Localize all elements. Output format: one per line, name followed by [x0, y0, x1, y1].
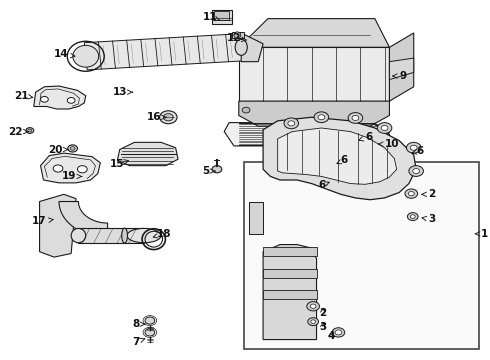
Circle shape: [26, 128, 34, 134]
Polygon shape: [263, 247, 317, 256]
Text: 14: 14: [54, 49, 75, 59]
Circle shape: [405, 189, 417, 198]
Text: 1: 1: [475, 229, 488, 239]
Circle shape: [145, 317, 155, 324]
Text: 5: 5: [202, 166, 215, 176]
Polygon shape: [278, 128, 397, 184]
Polygon shape: [41, 153, 100, 183]
Circle shape: [310, 304, 316, 309]
Text: 8: 8: [132, 319, 145, 329]
Text: 22: 22: [8, 127, 28, 136]
Circle shape: [410, 215, 415, 219]
Text: 9: 9: [393, 71, 406, 81]
Circle shape: [160, 111, 177, 124]
Circle shape: [335, 330, 342, 335]
Text: 6: 6: [318, 180, 329, 190]
Polygon shape: [263, 269, 317, 278]
Circle shape: [413, 168, 419, 174]
Circle shape: [242, 107, 250, 113]
Polygon shape: [239, 19, 390, 47]
Circle shape: [68, 145, 77, 152]
Bar: [215, 12, 229, 21]
Text: 11: 11: [202, 12, 220, 22]
Polygon shape: [241, 33, 263, 62]
Polygon shape: [34, 86, 86, 109]
Polygon shape: [263, 291, 317, 299]
Text: 6: 6: [359, 132, 372, 142]
Circle shape: [332, 328, 345, 337]
Polygon shape: [263, 117, 416, 200]
Bar: [231, 32, 244, 39]
Text: 6: 6: [337, 155, 348, 165]
Circle shape: [164, 114, 173, 121]
Text: 18: 18: [153, 229, 172, 239]
Text: 6: 6: [412, 146, 423, 156]
Circle shape: [288, 121, 294, 126]
Circle shape: [407, 213, 418, 221]
Circle shape: [352, 116, 359, 121]
Circle shape: [408, 192, 414, 196]
Polygon shape: [117, 142, 178, 166]
Ellipse shape: [234, 32, 241, 39]
Text: 4: 4: [328, 331, 335, 341]
Ellipse shape: [235, 39, 247, 55]
Circle shape: [77, 166, 87, 173]
Circle shape: [409, 166, 423, 176]
Text: 21: 21: [14, 91, 33, 101]
Text: 3: 3: [319, 322, 326, 332]
Bar: [212, 10, 231, 24]
Circle shape: [41, 96, 49, 102]
Circle shape: [348, 113, 363, 123]
Circle shape: [406, 142, 421, 153]
Circle shape: [284, 118, 298, 129]
Polygon shape: [390, 33, 414, 101]
Text: 7: 7: [132, 337, 145, 347]
Ellipse shape: [73, 45, 98, 67]
Polygon shape: [40, 194, 76, 257]
Circle shape: [28, 129, 32, 132]
Circle shape: [311, 320, 316, 323]
Text: 3: 3: [422, 215, 436, 224]
Circle shape: [308, 318, 319, 325]
Polygon shape: [248, 202, 263, 234]
Polygon shape: [390, 58, 414, 80]
Ellipse shape: [127, 228, 161, 243]
Circle shape: [307, 302, 319, 311]
Circle shape: [377, 123, 392, 134]
Text: 16: 16: [147, 112, 167, 122]
Polygon shape: [239, 47, 390, 101]
Ellipse shape: [71, 228, 86, 243]
Text: 2: 2: [422, 189, 436, 199]
Circle shape: [70, 147, 75, 150]
Polygon shape: [84, 34, 243, 70]
Circle shape: [53, 165, 63, 172]
Ellipse shape: [122, 228, 127, 243]
Circle shape: [314, 112, 329, 123]
Circle shape: [381, 126, 388, 131]
Circle shape: [67, 98, 75, 103]
Polygon shape: [263, 244, 317, 339]
Bar: [244, 162, 479, 348]
Circle shape: [212, 166, 222, 173]
Polygon shape: [59, 202, 108, 237]
Circle shape: [410, 145, 417, 150]
Polygon shape: [239, 101, 390, 126]
Text: 10: 10: [379, 139, 399, 149]
Text: 2: 2: [319, 308, 326, 318]
Circle shape: [145, 329, 155, 336]
Text: 19: 19: [62, 171, 82, 181]
Polygon shape: [224, 123, 390, 146]
Circle shape: [318, 115, 325, 120]
Text: 20: 20: [49, 144, 69, 154]
Bar: [78, 228, 144, 243]
Text: 15: 15: [110, 159, 128, 169]
Text: 13: 13: [113, 87, 133, 97]
Text: 12: 12: [227, 33, 247, 43]
Text: 17: 17: [32, 216, 53, 226]
